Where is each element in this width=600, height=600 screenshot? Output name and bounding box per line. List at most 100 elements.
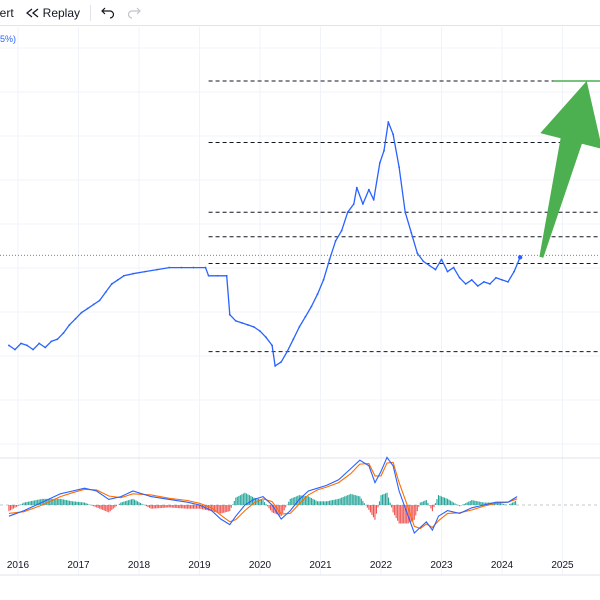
price-point [132, 272, 134, 275]
price-point [247, 324, 249, 326]
price-point [458, 276, 461, 279]
price-point [74, 317, 77, 320]
price-point [225, 274, 228, 277]
price-point [280, 360, 283, 363]
price-point [470, 278, 473, 281]
price-point [228, 313, 231, 316]
price-point [392, 133, 394, 136]
price-point [116, 278, 119, 281]
chart-area[interactable]: 2016 2017 2018 2019 2020 2021 2022 2023 2024 2025 [0, 26, 600, 600]
price-point [216, 274, 219, 277]
price-point [410, 231, 413, 234]
price-point [476, 285, 479, 287]
price-point [50, 340, 53, 343]
price-point [404, 211, 407, 214]
price-point [416, 252, 419, 255]
price-point [104, 291, 107, 294]
indicator-legend-fragment: 5%) [0, 34, 17, 44]
x-tick-label: 2017 [67, 560, 90, 571]
price-point [204, 266, 207, 269]
chart-toolbar: lert Replay [0, 0, 600, 26]
macd-line [8, 456, 518, 534]
price-point [378, 162, 381, 164]
price-point [26, 344, 28, 347]
projection-arrow [539, 80, 600, 258]
price-point [513, 270, 515, 273]
price-point [328, 258, 331, 261]
price-point [240, 322, 243, 324]
price-point [14, 348, 16, 351]
rewind-icon [25, 7, 39, 18]
price-point [192, 266, 195, 269]
price-point [507, 281, 509, 283]
price-point [144, 270, 146, 273]
macd-pane [0, 456, 600, 534]
toolbar-divider [90, 4, 92, 21]
price-point [489, 283, 491, 285]
price-point [446, 270, 449, 273]
price-point [62, 332, 65, 335]
x-tick-label: 2020 [249, 560, 272, 571]
price-point [86, 307, 89, 310]
price-point [383, 149, 385, 152]
replay-button[interactable]: Replay [20, 0, 86, 26]
price-point [322, 278, 325, 281]
price-point [207, 274, 210, 277]
price-point [20, 342, 22, 345]
price-point [286, 350, 289, 353]
price-point [304, 315, 307, 318]
price-point [259, 330, 261, 332]
price-point [80, 311, 83, 314]
price-point [334, 240, 337, 242]
x-tick-label: 2019 [188, 560, 211, 571]
price-point [274, 365, 277, 367]
price-point [372, 199, 375, 201]
price-point [168, 266, 171, 269]
last-price-marker [517, 255, 523, 260]
price-point [352, 203, 355, 205]
price-point [234, 319, 237, 322]
price-point [253, 326, 255, 328]
price-point [340, 229, 343, 232]
price-point [422, 260, 425, 263]
price-point [265, 336, 267, 339]
redo-icon [127, 7, 141, 19]
chart-svg: 2016 2017 2018 2019 2020 2021 2022 2023 2024 2025 [0, 27, 600, 576]
price-point [482, 281, 485, 283]
price-point [298, 326, 301, 328]
price-levels [0, 80, 600, 353]
chart-grid [0, 27, 600, 576]
signal-line [8, 461, 518, 530]
price-point [387, 121, 390, 123]
undo-button[interactable] [95, 0, 121, 26]
green-arrow [539, 81, 600, 258]
price-point [92, 303, 95, 306]
price-point [398, 166, 401, 169]
price-point [434, 268, 437, 271]
redo-button[interactable] [121, 0, 147, 26]
x-tick-label: 2021 [309, 560, 332, 571]
price-point [440, 258, 443, 261]
replay-label: Replay [42, 5, 81, 20]
price-point [464, 283, 467, 285]
undo-icon [101, 7, 115, 19]
x-tick-label: 2018 [128, 560, 151, 571]
time-axis: 2016 2017 2018 2019 2020 2021 2022 2023 2024 2025 [7, 560, 574, 571]
price-point [310, 305, 313, 308]
price-point [98, 299, 101, 302]
price-point [180, 266, 183, 269]
price-line [8, 121, 521, 367]
price-point [110, 283, 113, 285]
price-point [452, 266, 455, 269]
price-point [355, 186, 358, 189]
price-point [56, 338, 59, 341]
price-point [428, 264, 431, 267]
price-point [368, 188, 370, 191]
price-point [38, 342, 41, 345]
price-point [501, 278, 503, 281]
price-point [316, 293, 319, 296]
alert-button[interactable]: lert [0, 0, 20, 26]
price-point [292, 338, 295, 341]
price-point [495, 276, 497, 279]
alert-label: lert [0, 5, 14, 20]
